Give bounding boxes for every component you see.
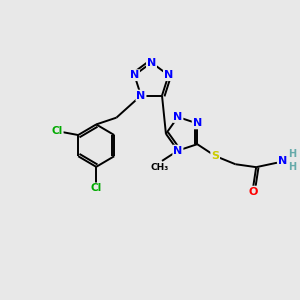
Text: N: N [147,58,156,68]
Text: Cl: Cl [52,126,63,136]
Text: H: H [289,162,297,172]
Text: N: N [136,91,146,100]
Text: S: S [211,151,219,161]
Text: N: N [164,70,173,80]
Text: Cl: Cl [91,183,102,193]
Text: N: N [278,156,288,166]
Text: H: H [289,149,297,160]
Text: N: N [173,112,182,122]
Text: N: N [130,70,139,80]
Text: O: O [249,187,258,196]
Text: N: N [193,118,202,128]
Text: CH₃: CH₃ [151,163,169,172]
Text: N: N [173,146,182,156]
